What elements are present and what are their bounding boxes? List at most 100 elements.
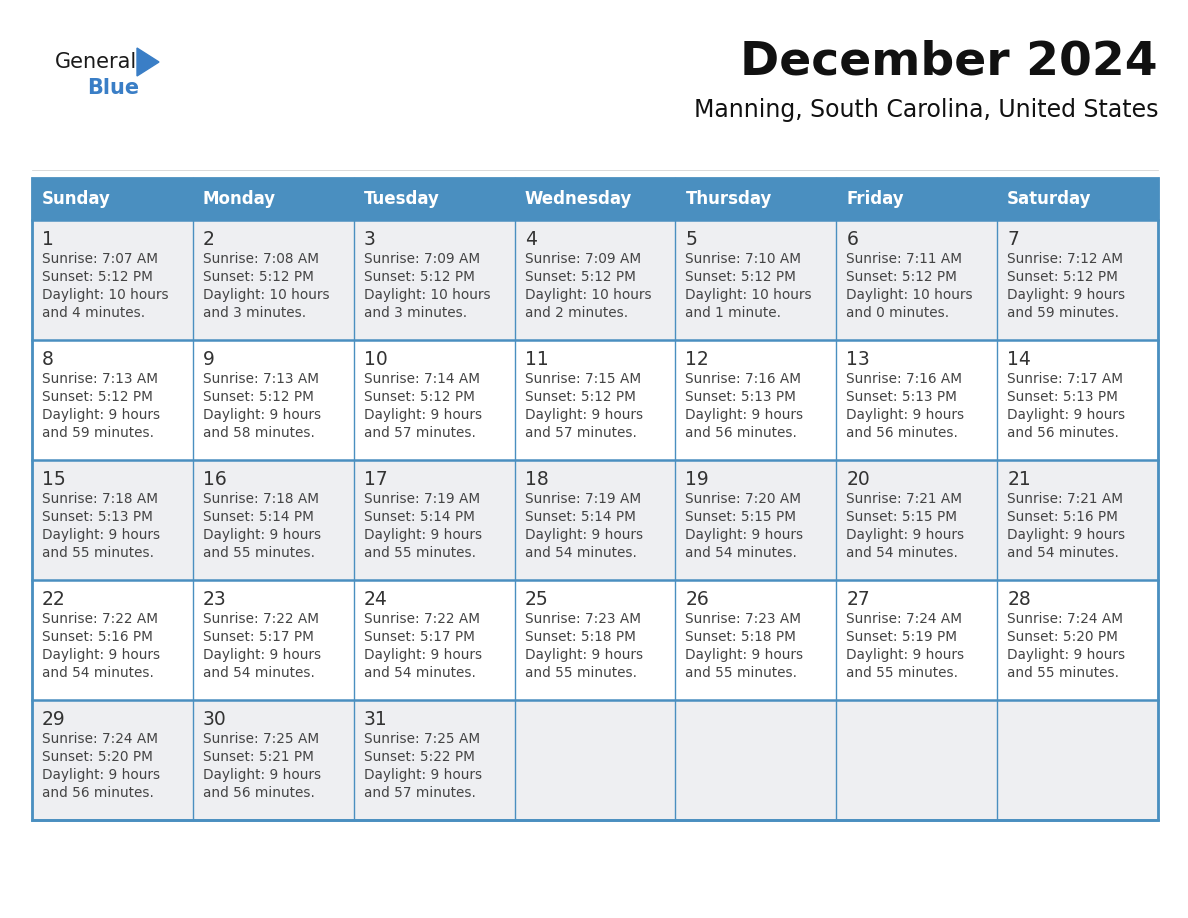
Text: Sunrise: 7:08 AM: Sunrise: 7:08 AM (203, 252, 318, 266)
Bar (32, 340, 1158, 460)
Text: Daylight: 10 hours: Daylight: 10 hours (42, 288, 169, 302)
Text: Daylight: 9 hours: Daylight: 9 hours (525, 528, 643, 542)
Text: 29: 29 (42, 710, 65, 729)
Text: Saturday: Saturday (1007, 190, 1092, 208)
Text: Daylight: 10 hours: Daylight: 10 hours (203, 288, 329, 302)
Text: Daylight: 9 hours: Daylight: 9 hours (203, 768, 321, 782)
Text: 12: 12 (685, 350, 709, 369)
Text: 23: 23 (203, 590, 227, 609)
Text: Sunrise: 7:13 AM: Sunrise: 7:13 AM (203, 372, 318, 386)
Bar (32, 460, 1158, 580)
Text: Sunrise: 7:23 AM: Sunrise: 7:23 AM (525, 612, 640, 626)
Text: and 54 minutes.: and 54 minutes. (525, 546, 637, 560)
Text: 24: 24 (364, 590, 387, 609)
Text: and 55 minutes.: and 55 minutes. (364, 546, 475, 560)
Text: and 55 minutes.: and 55 minutes. (1007, 666, 1119, 680)
Text: Sunrise: 7:23 AM: Sunrise: 7:23 AM (685, 612, 802, 626)
Text: 7: 7 (1007, 230, 1019, 249)
Text: 25: 25 (525, 590, 549, 609)
Text: Sunset: 5:20 PM: Sunset: 5:20 PM (1007, 630, 1118, 644)
Text: Daylight: 9 hours: Daylight: 9 hours (1007, 408, 1125, 422)
Bar (836, 178, 997, 220)
Bar (32, 700, 1158, 820)
Text: and 57 minutes.: and 57 minutes. (364, 786, 475, 800)
Text: 4: 4 (525, 230, 537, 249)
Text: Daylight: 9 hours: Daylight: 9 hours (1007, 528, 1125, 542)
Text: 18: 18 (525, 470, 549, 489)
Text: Sunset: 5:17 PM: Sunset: 5:17 PM (364, 630, 474, 644)
Text: 10: 10 (364, 350, 387, 369)
Text: Sunset: 5:12 PM: Sunset: 5:12 PM (364, 390, 474, 404)
Text: Sunset: 5:15 PM: Sunset: 5:15 PM (846, 510, 958, 524)
Text: Daylight: 9 hours: Daylight: 9 hours (685, 408, 803, 422)
Text: 26: 26 (685, 590, 709, 609)
Text: and 3 minutes.: and 3 minutes. (203, 306, 307, 320)
Text: Sunrise: 7:07 AM: Sunrise: 7:07 AM (42, 252, 158, 266)
Text: Sunset: 5:12 PM: Sunset: 5:12 PM (525, 270, 636, 284)
Bar (514, 178, 676, 220)
Text: and 54 minutes.: and 54 minutes. (685, 546, 797, 560)
Bar (354, 178, 514, 220)
Text: 8: 8 (42, 350, 53, 369)
Text: 1: 1 (42, 230, 53, 249)
Text: Sunset: 5:12 PM: Sunset: 5:12 PM (42, 270, 153, 284)
Text: and 54 minutes.: and 54 minutes. (42, 666, 154, 680)
Text: Sunset: 5:13 PM: Sunset: 5:13 PM (685, 390, 796, 404)
Text: Daylight: 9 hours: Daylight: 9 hours (42, 648, 160, 662)
Text: and 2 minutes.: and 2 minutes. (525, 306, 627, 320)
Text: 14: 14 (1007, 350, 1031, 369)
Text: and 4 minutes.: and 4 minutes. (42, 306, 145, 320)
Text: and 1 minute.: and 1 minute. (685, 306, 782, 320)
Text: Sunrise: 7:21 AM: Sunrise: 7:21 AM (846, 492, 962, 506)
Text: 22: 22 (42, 590, 65, 609)
Text: and 57 minutes.: and 57 minutes. (364, 426, 475, 440)
Text: Daylight: 9 hours: Daylight: 9 hours (685, 528, 803, 542)
Text: Daylight: 9 hours: Daylight: 9 hours (1007, 648, 1125, 662)
Text: Daylight: 9 hours: Daylight: 9 hours (203, 408, 321, 422)
Text: and 54 minutes.: and 54 minutes. (846, 546, 959, 560)
Text: and 58 minutes.: and 58 minutes. (203, 426, 315, 440)
Text: Sunset: 5:12 PM: Sunset: 5:12 PM (203, 270, 314, 284)
Text: Daylight: 9 hours: Daylight: 9 hours (846, 408, 965, 422)
Text: Sunset: 5:12 PM: Sunset: 5:12 PM (685, 270, 796, 284)
Text: Sunrise: 7:20 AM: Sunrise: 7:20 AM (685, 492, 802, 506)
Text: Sunset: 5:13 PM: Sunset: 5:13 PM (42, 510, 153, 524)
Text: and 56 minutes.: and 56 minutes. (846, 426, 959, 440)
Text: Sunrise: 7:25 AM: Sunrise: 7:25 AM (364, 732, 480, 746)
Text: and 56 minutes.: and 56 minutes. (203, 786, 315, 800)
Text: 9: 9 (203, 350, 215, 369)
Text: Manning, South Carolina, United States: Manning, South Carolina, United States (694, 98, 1158, 122)
Text: Daylight: 10 hours: Daylight: 10 hours (364, 288, 491, 302)
Text: Daylight: 9 hours: Daylight: 9 hours (846, 648, 965, 662)
Text: 3: 3 (364, 230, 375, 249)
Text: Sunset: 5:12 PM: Sunset: 5:12 PM (42, 390, 153, 404)
Text: Sunrise: 7:16 AM: Sunrise: 7:16 AM (846, 372, 962, 386)
Text: Sunrise: 7:14 AM: Sunrise: 7:14 AM (364, 372, 480, 386)
Text: Sunrise: 7:09 AM: Sunrise: 7:09 AM (364, 252, 480, 266)
Text: General: General (55, 52, 138, 72)
Text: Tuesday: Tuesday (364, 190, 440, 208)
Text: Daylight: 9 hours: Daylight: 9 hours (364, 768, 482, 782)
Text: 21: 21 (1007, 470, 1031, 489)
Text: 2: 2 (203, 230, 215, 249)
Text: Sunrise: 7:24 AM: Sunrise: 7:24 AM (846, 612, 962, 626)
Text: 15: 15 (42, 470, 65, 489)
Text: Sunset: 5:12 PM: Sunset: 5:12 PM (846, 270, 958, 284)
Text: Daylight: 9 hours: Daylight: 9 hours (364, 408, 482, 422)
Text: and 0 minutes.: and 0 minutes. (846, 306, 949, 320)
Text: 17: 17 (364, 470, 387, 489)
Text: Daylight: 9 hours: Daylight: 9 hours (203, 528, 321, 542)
Text: and 54 minutes.: and 54 minutes. (1007, 546, 1119, 560)
Text: Daylight: 9 hours: Daylight: 9 hours (42, 408, 160, 422)
Text: Sunrise: 7:24 AM: Sunrise: 7:24 AM (1007, 612, 1123, 626)
Text: Sunrise: 7:24 AM: Sunrise: 7:24 AM (42, 732, 158, 746)
Text: and 55 minutes.: and 55 minutes. (203, 546, 315, 560)
Text: Sunset: 5:13 PM: Sunset: 5:13 PM (1007, 390, 1118, 404)
Text: Sunset: 5:16 PM: Sunset: 5:16 PM (1007, 510, 1118, 524)
Text: Sunrise: 7:22 AM: Sunrise: 7:22 AM (364, 612, 480, 626)
Text: 31: 31 (364, 710, 387, 729)
Text: Daylight: 9 hours: Daylight: 9 hours (1007, 288, 1125, 302)
Text: Sunset: 5:18 PM: Sunset: 5:18 PM (685, 630, 796, 644)
Bar (32, 178, 192, 220)
Text: Sunrise: 7:22 AM: Sunrise: 7:22 AM (42, 612, 158, 626)
